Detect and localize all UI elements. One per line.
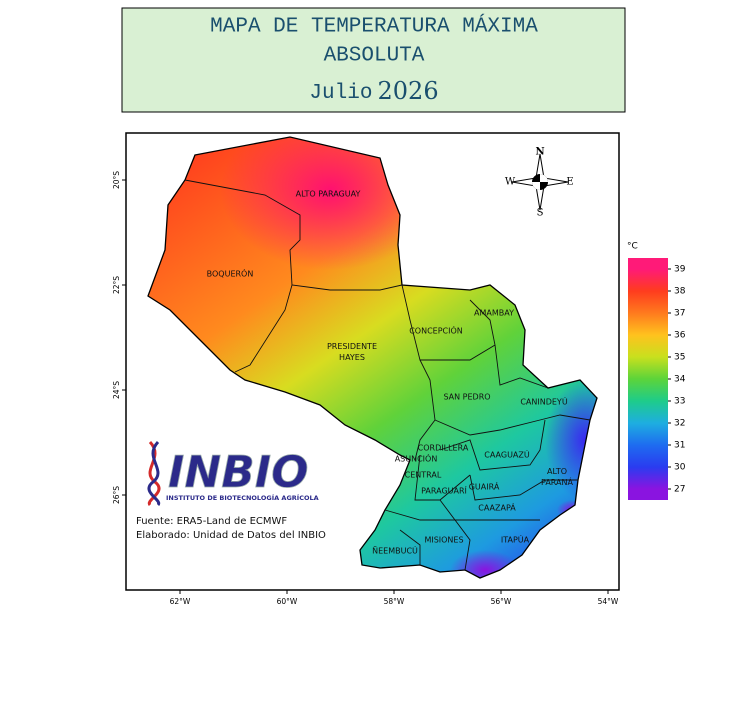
department-label: GUAIRÁ (469, 481, 500, 492)
colorbar-label: 38 (674, 287, 686, 297)
department-label: ALTO PARAGUAY (296, 190, 361, 199)
colorbar-label: 31 (674, 441, 685, 451)
month: Julio (309, 82, 372, 105)
year: 2026 (378, 77, 439, 105)
title-box (121, 7, 626, 113)
department-label: CONCEPCIÓN (409, 325, 463, 336)
x-tick-label: 56°W (491, 597, 512, 606)
department-label: HAYES (339, 353, 365, 362)
department-label: PARANÁ (541, 476, 573, 487)
colorbar-label: 36 (674, 331, 686, 341)
department-label: CAAZAPÁ (478, 502, 516, 513)
logo: INBIO INSTITUTO DE BIOTECNOLOGÍA AGRÍCOL… (147, 440, 319, 507)
colorbar-label: 34 (674, 375, 686, 385)
title-date: Julio 2026 (309, 77, 438, 105)
department-label: CENTRAL (405, 471, 442, 480)
y-tick-label: 22°S (112, 276, 121, 294)
title-line: MAPA DE TEMPERATURA MÁXIMA (210, 15, 538, 39)
department-label: PARAGUARÍ (421, 485, 467, 496)
department-borders (184, 179, 591, 571)
y-tick-label: 24°S (112, 381, 121, 399)
department-label: PRESIDENTE (327, 342, 377, 351)
department-label: ITAPÚA (501, 534, 530, 545)
department-label: SAN PEDRO (443, 393, 490, 402)
x-tick-label: 60°W (277, 597, 298, 606)
compass: N S E W (505, 147, 574, 219)
compass-n: N (535, 147, 544, 158)
department-label: CORDILLERA (418, 444, 469, 453)
colorbar-label: 30 (674, 463, 686, 473)
colorbar-label: 37 (674, 309, 685, 319)
colorbar-label: 39 (674, 265, 686, 275)
x-tick-label: 58°W (384, 597, 405, 606)
colorbar-label: 27 (674, 485, 685, 495)
compass-s: S (537, 208, 544, 219)
colorbar-label: 32 (674, 419, 685, 429)
y-tick-label: 26°S (112, 486, 121, 504)
department-label: CAAGUAZÚ (484, 449, 530, 460)
x-tick-label: 62°W (170, 597, 191, 606)
compass-w: W (505, 177, 516, 188)
title-line: ABSOLUTA (324, 45, 425, 68)
department-label: CANINDEYÚ (520, 396, 567, 407)
colorbar-unit: °C (627, 242, 638, 252)
department-label: ALTO (547, 467, 567, 476)
credit: Elaborado: Unidad de Datos del INBIO (136, 530, 326, 541)
department-label: MISIONES (424, 536, 463, 545)
y-tick-label: 20°S (112, 171, 121, 189)
department-label: AMAMBAY (474, 309, 514, 318)
department-label: ÑEEMBUCÚ (372, 545, 418, 556)
department-label: ASUNCIÓN (395, 453, 438, 464)
colorbar-label: 33 (674, 397, 685, 407)
source: Fuente: ERA5-Land de ECMWF (136, 516, 287, 527)
compass-e: E (566, 177, 573, 188)
logo-subtitle: INSTITUTO DE BIOTECNOLOGÍA AGRÍCOLA (166, 493, 319, 502)
department-label: BOQUERÓN (207, 268, 254, 279)
colorbar-label: 35 (674, 353, 685, 363)
colorbar (628, 258, 668, 500)
logo-name: INBIO (168, 447, 309, 498)
x-tick-label: 54°W (598, 597, 619, 606)
